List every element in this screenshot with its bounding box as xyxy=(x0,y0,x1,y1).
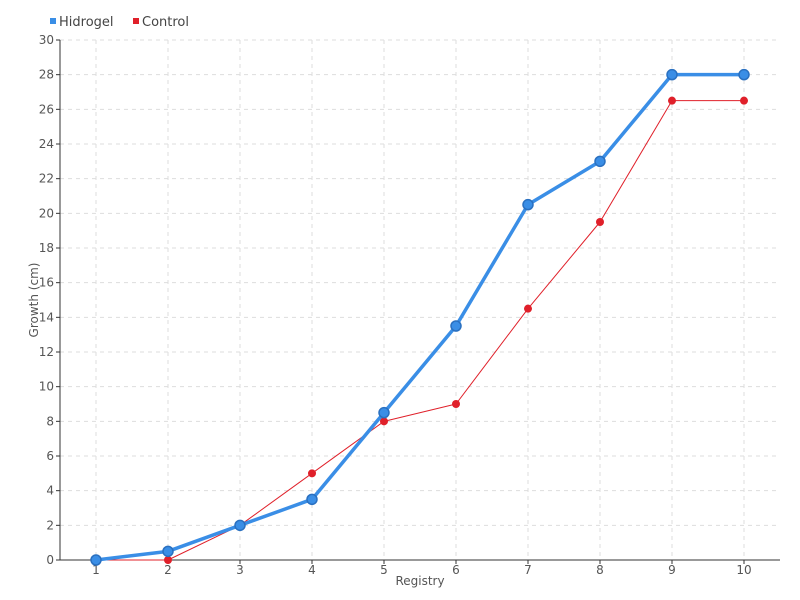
hidrogel-point xyxy=(90,554,102,566)
grid xyxy=(60,39,780,560)
x-tick-label: 4 xyxy=(308,563,316,577)
y-tick-label: 0 xyxy=(46,553,54,567)
y-tick-label: 16 xyxy=(39,276,54,290)
x-tick-label: 10 xyxy=(736,563,751,577)
legend-item-hidrogel: Hidrogel xyxy=(50,15,114,30)
hidrogel-point xyxy=(450,320,462,332)
hidrogel-point xyxy=(594,155,606,168)
x-axis-title: Registry xyxy=(395,574,444,588)
control-point xyxy=(452,400,460,408)
y-tick-label: 8 xyxy=(46,414,54,428)
control-point xyxy=(380,417,388,426)
y-tick-label: 18 xyxy=(39,241,54,255)
y-tick-label: 22 xyxy=(39,172,54,186)
legend-label-hidrogel: Hidrogel xyxy=(59,15,114,30)
control-point xyxy=(740,96,748,105)
x-tick-label: 7 xyxy=(524,563,532,577)
control-point xyxy=(524,304,532,313)
y-tick-label: 4 xyxy=(46,484,54,498)
hidrogel-point xyxy=(162,545,174,558)
control-point xyxy=(668,96,676,105)
hidrogel-point xyxy=(666,68,678,81)
y-tick-label: 2 xyxy=(46,518,54,532)
control-point xyxy=(308,469,316,478)
legend-swatch-control xyxy=(133,18,139,24)
control-point xyxy=(596,218,604,226)
y-tick-label: 28 xyxy=(39,68,54,82)
hidrogel-point xyxy=(378,406,390,419)
y-tick-label: 24 xyxy=(39,137,54,151)
y-tick-label: 6 xyxy=(46,449,54,463)
hidrogel-point xyxy=(306,493,318,506)
x-tick-label: 2 xyxy=(164,563,172,577)
control-point xyxy=(164,556,172,564)
y-tick-label: 20 xyxy=(39,206,54,220)
y-tick-label: 26 xyxy=(39,102,54,116)
x-tick-label: 5 xyxy=(380,563,388,577)
y-tick-label: 14 xyxy=(39,310,54,324)
legend-swatch-hidrogel xyxy=(50,18,56,24)
hidrogel-point xyxy=(234,519,246,532)
hidrogel-point xyxy=(522,198,534,211)
x-tick-label: 6 xyxy=(452,563,460,577)
y-tick-label: 30 xyxy=(39,33,54,47)
control-line xyxy=(96,100,744,561)
y-tick-label: 10 xyxy=(39,380,54,394)
legend: Hidrogel Control xyxy=(50,15,189,30)
y-tick-label: 12 xyxy=(39,345,54,359)
series-layer xyxy=(90,68,750,566)
x-tick-label: 9 xyxy=(668,563,676,577)
legend-item-control: Control xyxy=(133,15,189,30)
y-axis-title: Growth (cm) xyxy=(27,263,41,338)
hidrogel-point xyxy=(738,68,750,81)
x-tick-label: 1 xyxy=(92,563,100,577)
x-tick-label: 8 xyxy=(596,563,604,577)
legend-label-control: Control xyxy=(142,15,189,30)
control-series xyxy=(92,96,748,564)
x-tick-label: 3 xyxy=(236,563,244,577)
hidrogel-series xyxy=(90,68,750,566)
hidrogel-line xyxy=(95,72,744,562)
